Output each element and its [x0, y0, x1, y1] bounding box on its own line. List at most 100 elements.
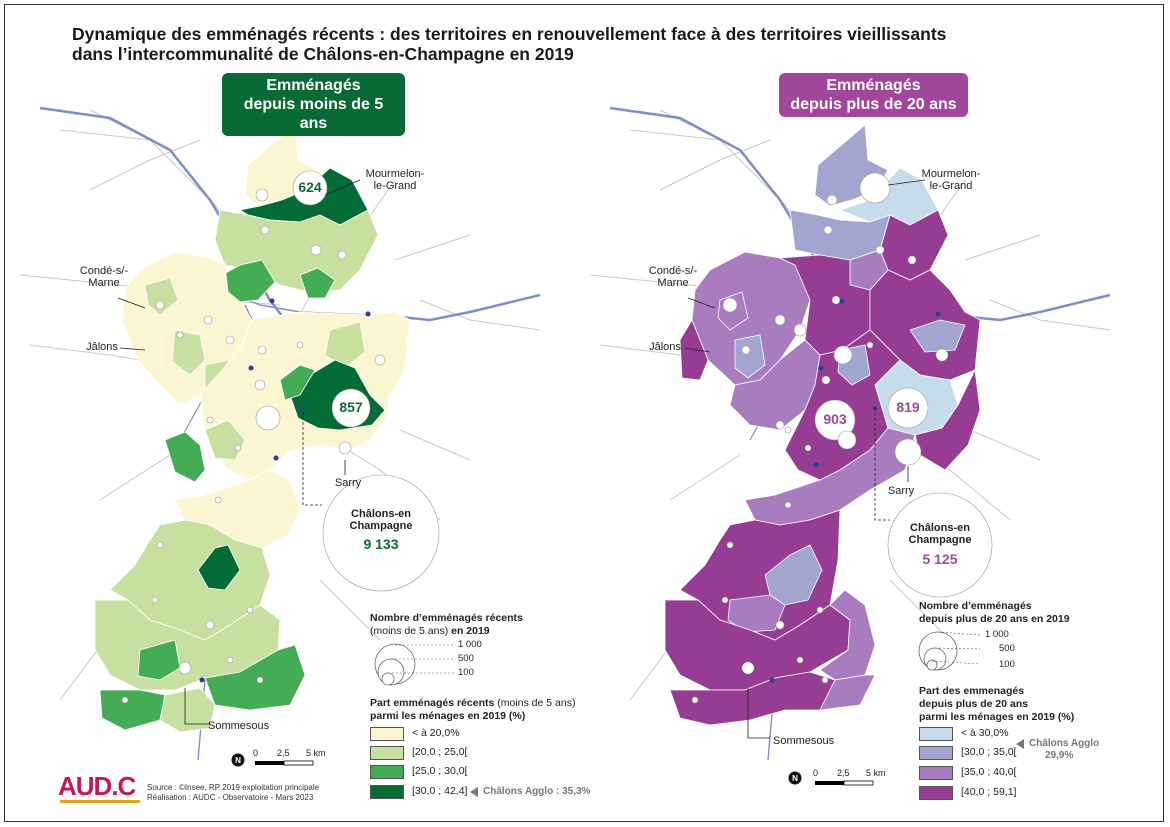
right-class-4: [40,0 ; 59,1]: [961, 786, 1017, 798]
left-value-mourmelon: 624: [298, 179, 322, 195]
right-class-title-c: parmi les ménages en 2019 (%): [919, 711, 1075, 723]
circle-big-chalons: [322, 474, 440, 592]
left-value-east: 857: [339, 399, 363, 415]
right-mourmelon-line-1: Mourmelon-: [921, 168, 981, 180]
left-class-title-rest: (moins de 5 ans): [494, 697, 576, 709]
left-place-jalons: Jâlons: [86, 341, 118, 353]
right-scale-0: 0: [813, 768, 819, 778]
right-size-500: 500: [999, 643, 1015, 654]
circle-center-a: [833, 345, 853, 365]
right-class-3: [35,0 ; 40,0[: [961, 766, 1017, 778]
right-scale-bar: N: [788, 771, 874, 786]
commune-east-dark: [914, 368, 981, 471]
audc-logo: AUD.C: [58, 772, 140, 804]
right-mourmelon-line-2: le-Grand: [929, 180, 973, 192]
left-conde-line-1: Condé-s/-: [79, 265, 129, 277]
right-scale-5km: 5 km: [866, 768, 886, 778]
left-map: N: [18, 106, 542, 797]
left-legend-circles: [374, 643, 416, 686]
commune-west-dark-b: [679, 319, 709, 381]
circle-chalons-small: [255, 405, 281, 431]
commune-south-green-c: [159, 687, 216, 733]
left-class-1: < à 20,0%: [412, 727, 460, 739]
source-note: Source : ©Insee, RP 2019 exploitation pr…: [147, 783, 319, 803]
commune-south-mid-c: [137, 639, 181, 681]
right-size-title-bold-a: Nombre d’emménagés: [919, 600, 1032, 612]
right-big-name-line-2: Champagne: [908, 534, 972, 546]
commune-sw-green: [164, 431, 206, 483]
left-swatch-3: [370, 765, 404, 779]
right-place-conde: Condé-s/- Marne: [644, 265, 702, 289]
right-class-2: [30,0 ; 35,0[: [961, 746, 1017, 758]
commune-south-dark: [197, 544, 241, 591]
right-agglo-line-1: Châlons Agglo: [1029, 738, 1100, 749]
left-badge: Emménagés depuis moins de 5 ans: [222, 73, 405, 136]
right-circles: [691, 172, 993, 704]
left-size-500: 500: [458, 653, 474, 664]
left-size-title-rest-a: (moins de 5 ans): [370, 625, 449, 637]
left-class-title-bold-b: parmi les ménages en 2019 (%): [370, 710, 526, 722]
svg-text:N: N: [235, 756, 241, 765]
right-place-sommesous: Sommesous: [773, 735, 835, 747]
right-value-west: 903: [823, 411, 847, 427]
right-leaders: [684, 179, 926, 739]
left-place-sommesous: Sommesous: [208, 720, 270, 732]
page-title: Dynamique des emménagés récents : des te…: [72, 24, 1072, 64]
commune-chalons-ring: [279, 364, 316, 401]
right-scale-2-5: 2,5: [837, 768, 850, 778]
left-size-title-bold: Nombre d’emménagés récents: [370, 612, 523, 624]
right-badge: Emménagés depuis plus de 20 ans: [779, 73, 968, 117]
audc-logo-graphic: [60, 800, 140, 803]
left-size-legend-title: Nombre d’emménagés récents (moins de 5 a…: [370, 612, 560, 638]
right-conde-line-1: Condé-s/-: [648, 265, 698, 277]
page-frame: [4, 4, 1164, 822]
right-place-jalons: Jâlons: [649, 341, 681, 353]
left-class-4: [30,0 ; 42,4]: [412, 785, 468, 797]
left-big-name-line-1: Châlons-en: [351, 508, 411, 520]
left-size-title-rest-b: en 2019: [448, 625, 490, 637]
left-class-title-bold-a: Part emménagés récents: [370, 697, 495, 709]
svg-text:N: N: [792, 774, 798, 783]
left-stations: [199, 298, 371, 683]
circle-mourmelon: [292, 170, 328, 206]
left-big-circle-name: Châlons-en Champagne: [331, 508, 431, 532]
left-swatch-4: [370, 785, 404, 799]
left-class-2: [20,0 ; 25,0[: [412, 746, 468, 758]
title-line-1: Dynamique des emménagés récents : des te…: [72, 24, 947, 44]
left-badge-line-1: Emménagés: [266, 77, 361, 94]
left-big-circle-value: 9 133: [363, 536, 399, 552]
left-communes: [94, 124, 411, 733]
title-line-2: dans l’intercommunalité de Châlons-en-Ch…: [72, 44, 574, 64]
left-mourmelon-line-1: Mourmelon-: [365, 168, 425, 180]
circle-sarry: [894, 438, 922, 466]
right-legend-leaders: [931, 631, 981, 665]
right-class-1: < à 30,0%: [961, 727, 1009, 739]
right-map: N: [588, 106, 1112, 786]
commune-west-light: [734, 334, 766, 379]
left-leaders: [117, 179, 361, 725]
right-swatch-1: [919, 727, 953, 741]
right-size-1000: 1 000: [985, 629, 1009, 640]
right-swatch-3: [919, 766, 953, 780]
left-circles: [121, 170, 440, 704]
audc-logo-text: AUD.C: [58, 771, 136, 801]
left-swatch-2: [370, 746, 404, 760]
commune-center-green: [324, 321, 366, 369]
circle-mourmelon: [859, 172, 891, 204]
right-agglo-value: Châlons Agglo 29,9%: [1029, 738, 1099, 762]
commune-east-purple: [909, 319, 966, 353]
left-place-conde: Condé-s/- Marne: [75, 265, 133, 289]
right-legend-circles: [918, 631, 958, 671]
left-class-3: [25,0 ; 30,0[: [412, 765, 468, 777]
right-stations: [769, 298, 941, 683]
commune-se: [819, 674, 876, 711]
left-badge-line-2: depuis moins de 5 ans: [243, 96, 384, 132]
left-swatch-1: [370, 727, 404, 741]
right-conde-line-2: Marne: [657, 277, 689, 289]
right-agglo-triangle: [1016, 739, 1024, 749]
left-scale-2-5: 2,5: [277, 748, 290, 758]
right-size-legend-title: Nombre d’emménagés depuis plus de 20 ans…: [919, 600, 1139, 626]
circle-east: [887, 387, 929, 429]
right-swatch-2: [919, 746, 953, 760]
commune-west-green-a: [144, 277, 179, 316]
